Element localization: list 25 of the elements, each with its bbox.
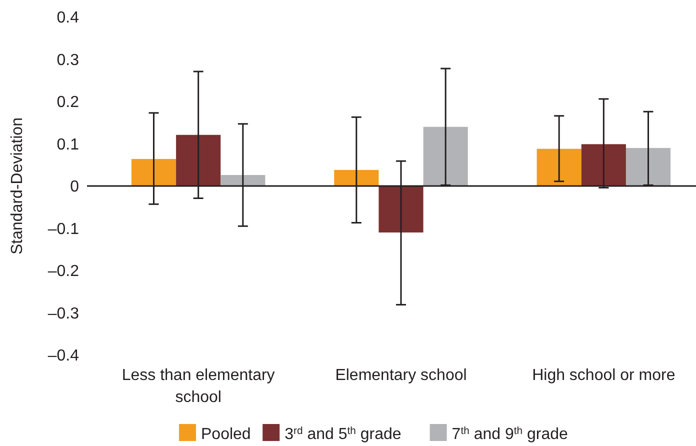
bar [131, 158, 176, 186]
bar [423, 126, 468, 186]
y-tick-label: 0 [70, 178, 80, 196]
bar [626, 148, 671, 186]
y-tick-label: –0.2 [48, 263, 80, 280]
legend-label: Pooled [201, 426, 251, 443]
y-tick-label: –0.3 [48, 305, 80, 322]
y-axis-title: Standard-Deviation [9, 118, 26, 254]
y-tick-label: –0.1 [48, 220, 80, 238]
bar [176, 134, 221, 186]
y-tick-label: 0.3 [56, 52, 80, 69]
legend-label: 7$^{th}$ and 9$^{th}$ grade [452, 426, 568, 443]
y-tick-label: 0.1 [56, 136, 80, 154]
bar [378, 186, 424, 232]
bar [536, 148, 582, 186]
y-tick-label: 0.4 [56, 10, 80, 27]
x-tick-label: High school or more [532, 367, 676, 384]
bar [220, 175, 266, 186]
y-tick-label: –0.4 [48, 348, 80, 365]
x-tick-label: Elementary school [335, 367, 467, 384]
bar [581, 144, 626, 186]
bar [334, 170, 379, 186]
x-tick-label: Less than elementary school [122, 367, 275, 406]
y-tick-label: 0.2 [56, 94, 80, 112]
legend-label: 3$^{rd}$ and 5$^{th}$ grade [284, 426, 402, 443]
